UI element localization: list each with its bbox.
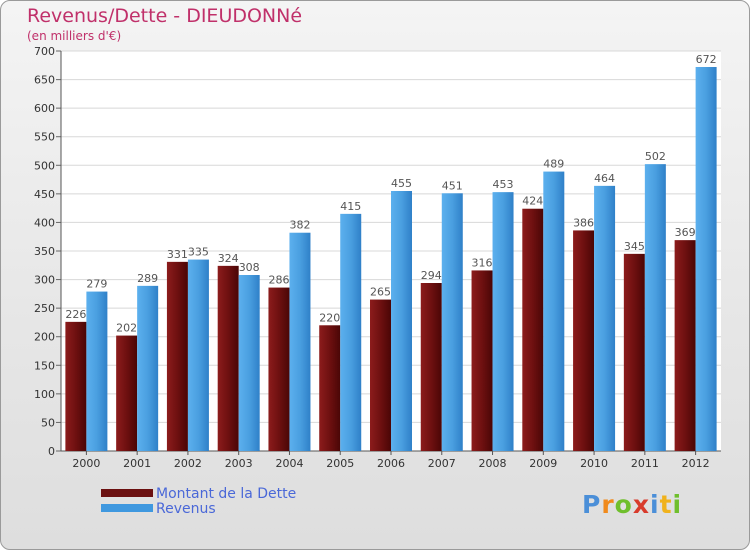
y-tick-label: 100 (34, 388, 55, 401)
data-label-revenus: 289 (137, 272, 158, 285)
x-tick-label: 2011 (631, 457, 659, 470)
logo-letter: o (614, 490, 633, 519)
data-label-revenus: 415 (340, 200, 361, 213)
bar-dette (623, 253, 645, 451)
legend-swatch-revenus (101, 504, 153, 512)
logo-letter: r (601, 490, 615, 519)
bar-dette (573, 230, 595, 451)
bar-dette (471, 270, 493, 451)
data-label-dette: 202 (116, 322, 137, 335)
chart-subtitle: (en milliers d'€) (27, 29, 122, 43)
x-tick-label: 2001 (123, 457, 151, 470)
data-label-dette: 226 (65, 308, 86, 321)
legend-swatch-dette (101, 489, 153, 497)
bar-revenus (543, 171, 565, 452)
bar-dette (116, 335, 138, 451)
legend-label-revenus: Revenus (156, 501, 216, 517)
y-tick-label: 350 (34, 245, 55, 258)
bar-dette (268, 287, 290, 451)
logo-letter: i (672, 490, 683, 519)
bar-revenus (86, 291, 108, 451)
data-label-dette: 286 (268, 274, 289, 287)
y-tick-label: 500 (34, 159, 55, 172)
data-label-dette: 386 (573, 216, 594, 229)
y-tick-label: 0 (48, 445, 55, 458)
x-tick-label: 2010 (580, 457, 608, 470)
data-label-dette: 324 (218, 252, 239, 265)
data-label-revenus: 455 (391, 177, 412, 190)
y-tick-label: 250 (34, 302, 55, 315)
y-tick-label: 450 (34, 188, 55, 201)
data-label-dette: 331 (167, 248, 188, 261)
data-label-revenus: 464 (594, 172, 615, 185)
y-tick-label: 700 (34, 45, 55, 58)
bar-dette (522, 208, 544, 451)
y-tick-label: 600 (34, 102, 55, 115)
y-tick-label: 300 (34, 274, 55, 287)
bar-dette (65, 321, 87, 451)
logo-letter: P (582, 490, 602, 519)
x-tick-label: 2009 (529, 457, 557, 470)
logo-letter: x (632, 490, 650, 519)
bar-dette (217, 265, 239, 451)
data-label-dette: 369 (675, 226, 696, 239)
data-label-dette: 265 (370, 286, 391, 299)
bar-revenus (391, 191, 412, 451)
x-tick-label: 2008 (479, 457, 507, 470)
legend-label-dette: Montant de la Dette (156, 486, 297, 502)
data-label-dette: 316 (472, 256, 493, 269)
x-tick-label: 2002 (174, 457, 202, 470)
data-label-dette: 220 (319, 311, 340, 324)
data-label-dette: 345 (624, 240, 645, 253)
data-label-revenus: 382 (289, 219, 310, 232)
y-tick-label: 150 (34, 359, 55, 372)
data-label-revenus: 672 (696, 53, 717, 66)
data-label-revenus: 489 (543, 158, 564, 171)
chart-title: Revenus/Dette - DIEUDONNé (27, 5, 303, 27)
y-tick-label: 50 (41, 416, 55, 429)
proxiti-logo: Proxiti (582, 490, 682, 519)
x-tick-label: 2003 (225, 457, 253, 470)
bar-revenus (238, 275, 260, 451)
bar-dette (319, 325, 341, 451)
bar-dette (370, 299, 391, 451)
data-label-revenus: 279 (86, 278, 107, 291)
bar-dette (674, 240, 696, 451)
y-tick-label: 650 (34, 74, 55, 87)
bar-revenus (289, 232, 311, 451)
bar-revenus (594, 185, 616, 451)
bar-dette (166, 261, 188, 451)
y-tick-label: 400 (34, 216, 55, 229)
bar-revenus (340, 213, 362, 451)
bar-dette (420, 283, 442, 451)
x-tick-label: 2004 (275, 457, 303, 470)
data-label-revenus: 453 (493, 178, 514, 191)
bar-revenus (187, 259, 209, 451)
x-tick-label: 2012 (682, 457, 710, 470)
data-label-revenus: 308 (239, 261, 260, 274)
x-tick-label: 2007 (428, 457, 456, 470)
data-label-revenus: 451 (442, 179, 463, 192)
y-tick-label: 550 (34, 131, 55, 144)
logo-letter: t (659, 490, 673, 519)
y-tick-label: 200 (34, 331, 55, 344)
bar-revenus (695, 67, 717, 451)
bar-revenus (137, 285, 159, 451)
bar-revenus (644, 164, 666, 451)
bar-revenus (441, 193, 463, 452)
logo-letter: i (650, 490, 660, 519)
x-tick-label: 2005 (326, 457, 354, 470)
bar-revenus (492, 192, 514, 451)
x-tick-label: 2006 (377, 457, 405, 470)
data-label-revenus: 502 (645, 150, 666, 163)
data-label-dette: 424 (522, 195, 543, 208)
data-label-revenus: 335 (188, 246, 209, 259)
data-label-dette: 294 (421, 269, 442, 282)
x-tick-label: 2000 (72, 457, 100, 470)
